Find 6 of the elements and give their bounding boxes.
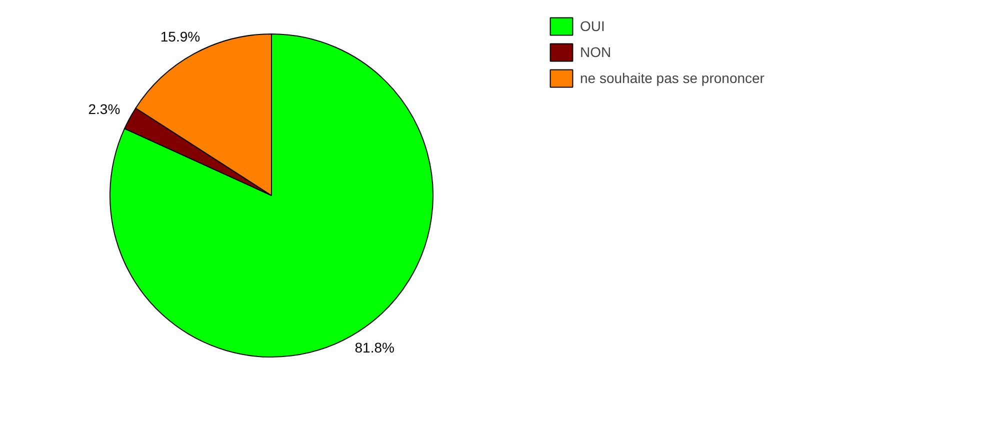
data-label: 15.9% — [160, 28, 200, 45]
legend-label: OUI — [580, 18, 605, 34]
legend-label: NON — [580, 44, 612, 60]
data-label: 81.8% — [354, 340, 394, 356]
legend-label: ne souhaite pas se prononcer — [580, 70, 764, 86]
data-label: 2.3% — [88, 100, 120, 117]
